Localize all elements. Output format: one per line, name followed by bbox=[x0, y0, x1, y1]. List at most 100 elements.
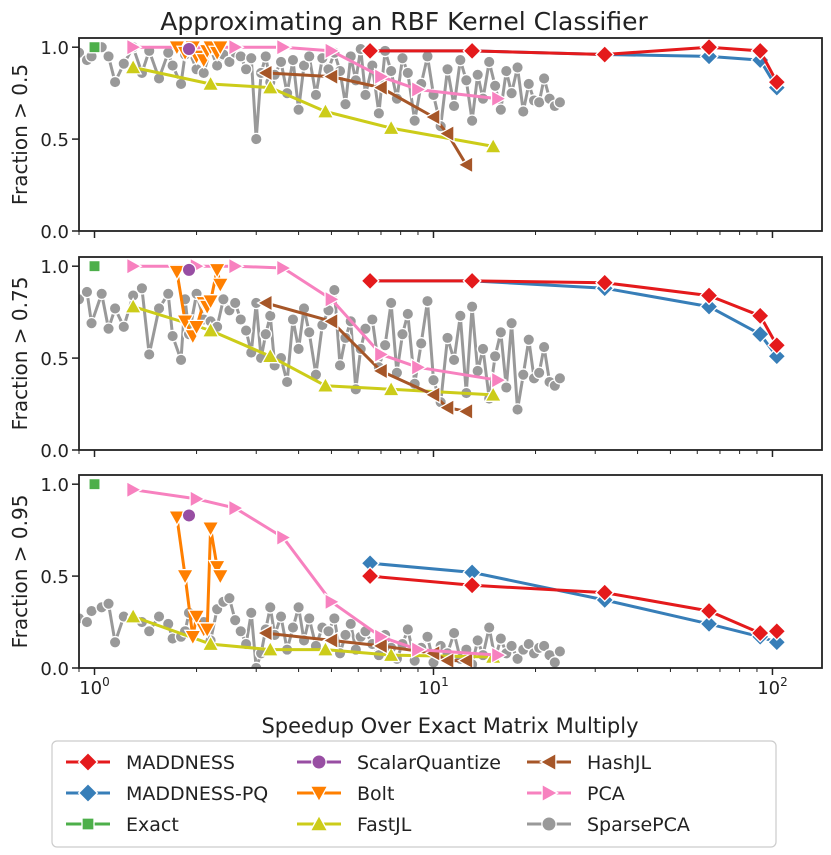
legend-item-scalarquantize: ScalarQuantize bbox=[297, 752, 501, 774]
data-point-sparsepca bbox=[396, 51, 409, 65]
data-point-sparsepca bbox=[223, 55, 236, 69]
data-point-sparsepca bbox=[228, 613, 242, 627]
series-hashjl bbox=[256, 293, 474, 421]
data-point-sparsepca bbox=[421, 294, 434, 308]
legend-marker-exact bbox=[81, 817, 95, 831]
data-point-sparsepca bbox=[447, 353, 461, 367]
panel-frame bbox=[78, 474, 823, 669]
y-tick-label: 0.5 bbox=[40, 349, 69, 370]
panel-frame bbox=[78, 37, 823, 232]
data-point-sparsepca bbox=[166, 59, 179, 72]
data-point-bolt bbox=[207, 262, 227, 280]
data-point-pca bbox=[126, 38, 143, 57]
series-maddness bbox=[360, 566, 787, 643]
series-scalarquantize bbox=[181, 262, 197, 278]
legend-item-fastjl: FastJL bbox=[297, 814, 412, 836]
data-point-bolt bbox=[211, 569, 230, 586]
x-axis-label: Speedup Over Exact Matrix Multiply bbox=[261, 714, 638, 738]
data-point-sparsepca bbox=[234, 624, 248, 638]
series-hashjl bbox=[256, 623, 474, 668]
data-point-exact bbox=[88, 477, 101, 491]
data-point-hashjl bbox=[256, 623, 273, 643]
panel-3: 0.0 0.5 1.0 Fraction > 0.95 bbox=[8, 474, 823, 680]
data-point-sparsepca bbox=[447, 99, 461, 113]
data-point-hashjl bbox=[322, 631, 339, 650]
data-point-fastjl bbox=[201, 634, 220, 652]
data-point-bolt bbox=[201, 521, 220, 538]
panel-2: 0.0 0.5 1.0 Fraction > 0.75 bbox=[8, 256, 823, 462]
data-point-fastjl bbox=[316, 640, 335, 657]
data-point-sparsepca bbox=[488, 349, 502, 363]
data-point-sparsepca bbox=[161, 46, 175, 60]
data-point-sparsepca bbox=[85, 316, 98, 330]
legend: MADDNESS MADDNESS-PQ Exact ScalarQuantize Bo… bbox=[51, 740, 777, 848]
legend-label: MADDNESS-PQ bbox=[126, 783, 268, 805]
data-point-sparsepca bbox=[95, 287, 109, 301]
data-point-sparsepca bbox=[465, 300, 479, 313]
data-point-maddness bbox=[462, 41, 482, 61]
data-point-pca bbox=[275, 528, 293, 547]
data-point-sparsepca bbox=[447, 626, 461, 640]
data-point-sparsepca bbox=[292, 103, 305, 117]
legend-item-hashjl: HashJL bbox=[527, 752, 651, 774]
series-bolt bbox=[167, 510, 230, 647]
series-scalarquantize bbox=[181, 41, 197, 57]
data-point-pca bbox=[228, 498, 245, 518]
y-axis-label: Fraction > 0.95 bbox=[8, 495, 32, 649]
data-point-sparsepca bbox=[537, 639, 551, 653]
data-point-sparsepca bbox=[108, 635, 122, 649]
data-point-bolt bbox=[211, 277, 230, 294]
data-point-sparsepca bbox=[441, 331, 454, 345]
legend-marker-bolt bbox=[309, 785, 329, 803]
data-point-hashjl bbox=[256, 293, 273, 313]
data-point-maddness bbox=[699, 285, 719, 306]
series-line-fastjl bbox=[132, 615, 494, 659]
data-point-pca bbox=[275, 258, 293, 278]
data-point-maddness bbox=[767, 335, 787, 355]
legend-label: FastJL bbox=[357, 814, 412, 836]
data-point-scalarquantize bbox=[181, 41, 197, 57]
data-point-maddness bbox=[595, 44, 615, 65]
data-point-sparsepca bbox=[249, 132, 263, 146]
data-point-hashjl bbox=[438, 398, 455, 417]
data-point-sparsepca bbox=[488, 79, 502, 93]
series-bolt bbox=[167, 262, 230, 346]
data-point-maddness bbox=[750, 623, 770, 643]
data-point-pca bbox=[228, 38, 245, 57]
data-point-maddness bbox=[750, 41, 770, 61]
series-exact bbox=[88, 259, 101, 273]
data-point-sparsepca bbox=[280, 375, 294, 389]
data-point-scalarquantize bbox=[181, 508, 197, 523]
data-point-sparsepca bbox=[302, 612, 316, 625]
data-point-sparsepca bbox=[494, 326, 508, 339]
data-point-sparsepca bbox=[471, 68, 485, 82]
legend-marker-maddness bbox=[77, 751, 99, 773]
data-point-pca bbox=[490, 89, 508, 108]
data-point-fastjl bbox=[261, 78, 280, 95]
data-point-hashjl bbox=[456, 155, 474, 174]
x-tick-label: 101 bbox=[418, 675, 449, 699]
series-maddness bbox=[360, 38, 787, 92]
legend-label: ScalarQuantize bbox=[357, 752, 501, 774]
data-point-sparsepca bbox=[441, 62, 454, 76]
data-point-sparsepca bbox=[516, 368, 530, 381]
data-point-sparsepca bbox=[244, 606, 258, 620]
data-point-bolt bbox=[167, 264, 187, 282]
data-point-scalarquantize bbox=[181, 262, 197, 278]
data-point-fastjl bbox=[261, 346, 280, 364]
data-point-sparsepca bbox=[349, 382, 363, 396]
data-point-sparsepca bbox=[244, 51, 258, 65]
legend-item-maddness: MADDNESS bbox=[66, 751, 235, 774]
x-tick-label: 100 bbox=[79, 675, 110, 699]
data-point-sparsepca bbox=[161, 287, 175, 301]
data-point-sparsepca bbox=[234, 50, 248, 63]
data-point-bolt bbox=[211, 40, 230, 57]
data-point-sparsepca bbox=[548, 656, 562, 668]
data-point-sparsepca bbox=[286, 53, 300, 67]
data-point-maddness-pq bbox=[699, 296, 719, 317]
legend-item-maddness-pq: MADDNESS-PQ bbox=[66, 782, 268, 805]
data-point-sparsepca bbox=[378, 338, 392, 352]
series-scalarquantize bbox=[181, 508, 197, 523]
data-point-maddness bbox=[750, 306, 770, 326]
panel-1: 0.0 0.5 1.0 Fraction > 0.5 bbox=[8, 37, 823, 243]
